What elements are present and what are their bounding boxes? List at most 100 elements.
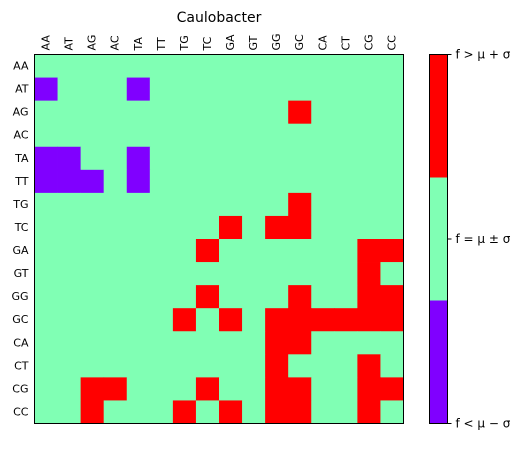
heatmap-cell [357,77,381,102]
heatmap-cell [34,262,58,286]
heatmap-cell [57,169,82,194]
y-tick-label: GA [12,244,29,257]
heatmap-cell [242,77,266,102]
heatmap-cell [311,377,335,401]
heatmap-cell [288,169,312,194]
heatmap-cell [311,308,335,332]
x-tick-label: TC [201,36,214,51]
heatmap-cell [126,354,151,378]
heatmap-cell [334,100,358,125]
heatmap-cell [219,331,243,355]
heatmap-cell [126,169,151,194]
heatmap-cell [57,354,82,378]
heatmap-cell [103,215,128,240]
heatmap-cell [242,377,266,401]
heatmap-cell [126,54,151,78]
y-tick-label: TT [14,175,29,188]
heatmap-cell [334,123,358,148]
heatmap-cell [149,285,174,309]
heatmap-cell [126,262,151,286]
heatmap-cell [195,169,220,194]
heatmap-cell [80,239,105,263]
heatmap-cell [265,308,289,332]
heatmap-cell [126,77,151,102]
heatmap-cell [380,192,404,217]
heatmap-cell [380,100,404,125]
heatmap-cell [380,239,404,263]
heatmap-cell [126,192,151,217]
heatmap-cell [172,146,197,171]
y-tick-label: GC [12,313,29,326]
heatmap-cell [357,262,381,286]
heatmap-cell [380,123,404,148]
heatmap-cell [242,192,266,217]
heatmap-cell [380,262,404,286]
heatmap-cell [80,215,105,240]
heatmap-cell [172,239,197,263]
heatmap-cell [265,169,289,194]
heatmap-cell [219,54,243,78]
heatmap-cell [103,77,128,102]
heatmap-cell [195,377,220,401]
heatmap-cell [311,331,335,355]
heatmap-cell [57,308,82,332]
heatmap-cell [265,215,289,240]
heatmap-cell [103,100,128,125]
heatmap-cell [126,123,151,148]
heatmap-cell [288,377,312,401]
heatmap-cell [288,308,312,332]
heatmap-cell [57,285,82,309]
heatmap-cell [149,331,174,355]
heatmap-cell [219,285,243,309]
x-tick-label: CG [362,34,375,50]
heatmap-cell [334,400,358,424]
heatmap-cell [311,239,335,263]
heatmap-cell [34,354,58,378]
x-tick-label: TT [155,37,168,52]
heatmap-cell [334,169,358,194]
x-tick-label: AA [40,35,53,51]
heatmap-cell [357,146,381,171]
heatmap-cell [380,54,404,78]
heatmap-cell [288,215,312,240]
heatmap-cell [57,100,82,125]
heatmap-cell [265,262,289,286]
heatmap-cell [149,100,174,125]
heatmap-cell [80,377,105,401]
y-tick-label: CA [13,336,29,349]
heatmap-cell [242,354,266,378]
heatmap-cell [172,215,197,240]
heatmap-cell [334,146,358,171]
heatmap-cell [57,215,82,240]
heatmap-cell [288,400,312,424]
heatmap-cell [172,285,197,309]
heatmap-cell [380,146,404,171]
heatmap-cell [34,169,58,194]
heatmap-cell [265,239,289,263]
heatmap-cell [80,169,105,194]
x-tick-label: GT [247,35,260,50]
heatmap-cell [103,146,128,171]
heatmap-cell [57,239,82,263]
x-tick-label: AT [63,37,76,51]
colorbar-tick-label: f < μ − σ [456,417,511,431]
heatmap-cell [311,400,335,424]
heatmap-cell [149,377,174,401]
heatmap-cell [80,262,105,286]
heatmap-cell [311,192,335,217]
heatmap-cell [242,285,266,309]
y-tick-label: AG [13,106,29,119]
y-tick-label: CT [14,359,29,372]
heatmap-cell [172,192,197,217]
heatmap-cell [57,146,82,171]
heatmap-cell [357,377,381,401]
heatmap-cell [219,123,243,148]
heatmap-cell [126,215,151,240]
heatmap-cell [57,54,82,78]
colorbar-tick-label: f > μ + σ [456,48,511,62]
heatmap-cell [172,331,197,355]
heatmap-cell [126,400,151,424]
heatmap-cell [103,354,128,378]
heatmap-cell [288,192,312,217]
